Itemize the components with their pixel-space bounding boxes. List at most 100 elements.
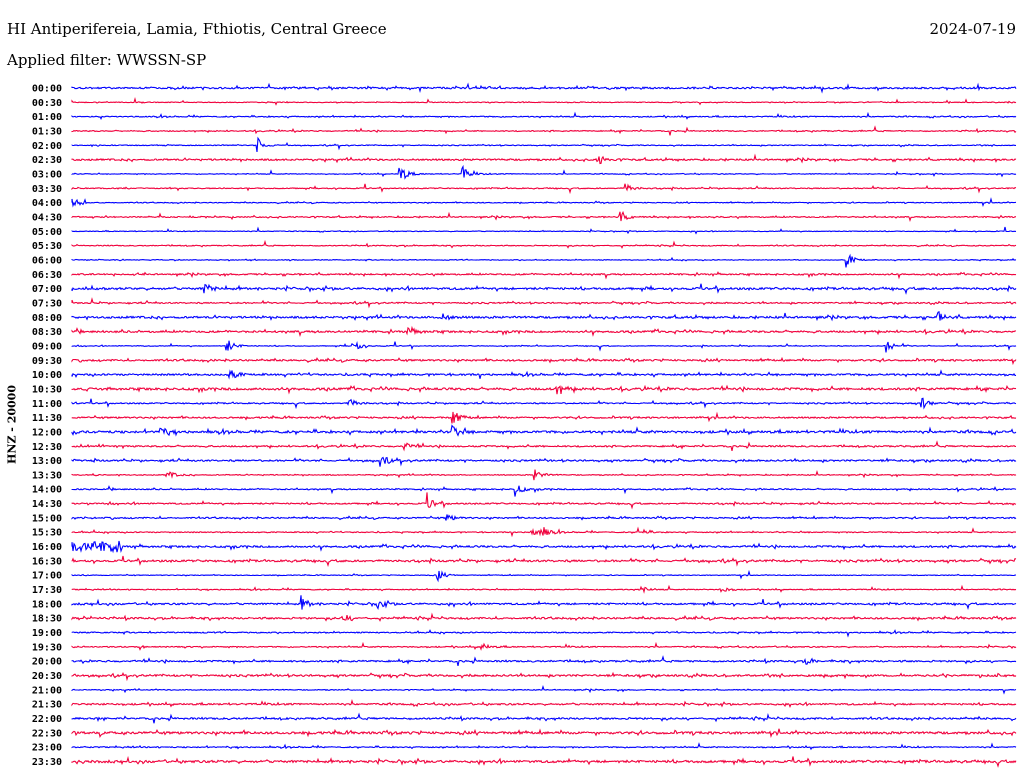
trace-0200 — [71, 136, 1016, 152]
time-label: 02:00 — [32, 141, 62, 152]
time-label: 00:00 — [32, 84, 62, 95]
trace-2330 — [71, 755, 1017, 768]
time-label: 12:30 — [32, 442, 62, 453]
trace-0600 — [71, 253, 1017, 268]
trace-1730 — [71, 584, 1017, 594]
date-label: 2024-07-19 — [929, 20, 1016, 38]
trace-1400 — [71, 485, 1017, 497]
time-label: 04:30 — [32, 212, 62, 223]
time-label: 09:30 — [32, 356, 62, 367]
time-label: 15:00 — [32, 513, 62, 524]
trace-1100 — [71, 397, 1017, 410]
time-label: 20:30 — [32, 671, 62, 682]
time-label: 22:30 — [32, 728, 62, 739]
trace-1200 — [71, 424, 1017, 437]
time-label: 05:30 — [32, 241, 62, 252]
time-label: 19:00 — [32, 628, 62, 639]
time-label: 19:30 — [32, 642, 62, 653]
trace-1500 — [71, 514, 1017, 521]
trace-0830 — [71, 325, 1017, 337]
trace-0630 — [71, 271, 1017, 280]
time-label: 13:30 — [32, 470, 62, 481]
time-label: 23:30 — [32, 757, 62, 768]
trace-2200 — [71, 712, 1017, 724]
time-label: 03:30 — [32, 184, 62, 195]
station-title: HI Antiperifereia, Lamia, Fthiotis, Cent… — [7, 20, 387, 38]
trace-1700 — [71, 569, 1017, 583]
trace-0400 — [71, 197, 1017, 208]
trace-1900 — [71, 629, 1017, 638]
time-label: 08:30 — [32, 327, 62, 338]
time-label: 09:00 — [32, 341, 62, 352]
time-label: 04:00 — [32, 198, 62, 209]
time-label: 22:00 — [32, 714, 62, 725]
time-label: 18:30 — [32, 614, 62, 625]
trace-1430 — [71, 492, 1017, 510]
time-label: 08:00 — [32, 313, 62, 324]
time-label: 06:00 — [32, 255, 62, 266]
trace-2230 — [71, 728, 1017, 739]
trace-0130 — [71, 125, 1017, 136]
trace-0930 — [71, 356, 1017, 366]
trace-0900 — [71, 340, 1017, 353]
time-label: 01:00 — [32, 112, 62, 123]
time-label: 07:30 — [32, 298, 62, 309]
time-label: 11:00 — [32, 399, 62, 410]
time-label: 11:30 — [32, 413, 62, 424]
time-label: 23:00 — [32, 743, 62, 754]
time-label: 13:00 — [32, 456, 62, 467]
time-label: 02:30 — [32, 155, 62, 166]
trace-1600 — [71, 540, 1017, 554]
trace-0430 — [71, 210, 1017, 223]
time-label: 01:30 — [32, 126, 62, 137]
trace-2000 — [71, 655, 1017, 667]
trace-2030 — [71, 671, 1017, 682]
time-label: 06:30 — [32, 270, 62, 281]
trace-1330 — [71, 469, 1017, 481]
trace-1800 — [71, 595, 1017, 610]
time-label: 15:30 — [32, 528, 62, 539]
trace-0700 — [71, 283, 1017, 295]
trace-0800 — [71, 310, 1017, 322]
time-label: 16:30 — [32, 556, 62, 567]
time-label: 20:00 — [32, 657, 62, 668]
trace-1930 — [71, 641, 1017, 651]
time-label: 17:00 — [32, 571, 62, 582]
trace-0000 — [71, 82, 1017, 94]
trace-1030 — [71, 384, 1017, 395]
trace-0100 — [71, 111, 1017, 120]
trace-2300 — [71, 742, 1017, 751]
time-label: 10:30 — [32, 384, 62, 395]
trace-0500 — [71, 226, 1017, 235]
trace-1230 — [71, 440, 1016, 452]
time-label: 05:00 — [32, 227, 62, 238]
time-label: 18:00 — [32, 599, 62, 610]
trace-2130 — [71, 699, 1017, 708]
trace-0730 — [71, 297, 1017, 309]
trace-1530 — [71, 526, 1016, 538]
time-label: 17:30 — [32, 585, 62, 596]
trace-2100 — [71, 685, 1017, 695]
trace-1130 — [71, 411, 1017, 424]
trace-0330 — [71, 183, 1017, 195]
trace-0300 — [71, 164, 1017, 180]
time-label: 14:00 — [32, 485, 62, 496]
trace-1300 — [71, 456, 1017, 467]
filter-label: Applied filter: WWSSN-SP — [7, 51, 207, 69]
trace-0530 — [71, 239, 1017, 249]
time-label: 10:00 — [32, 370, 62, 381]
time-label: 12:00 — [32, 427, 62, 438]
time-label: 21:00 — [32, 685, 62, 696]
time-label: 21:30 — [32, 700, 62, 711]
time-label: 14:30 — [32, 499, 62, 510]
time-label: 00:30 — [32, 98, 62, 109]
trace-1830 — [71, 612, 1017, 622]
trace-1000 — [71, 369, 1016, 380]
trace-1630 — [71, 555, 1017, 568]
time-label: 03:00 — [32, 169, 62, 180]
trace-0230 — [71, 153, 1017, 165]
time-label: 07:00 — [32, 284, 62, 295]
trace-0030 — [71, 96, 1017, 106]
time-label: 16:00 — [32, 542, 62, 553]
